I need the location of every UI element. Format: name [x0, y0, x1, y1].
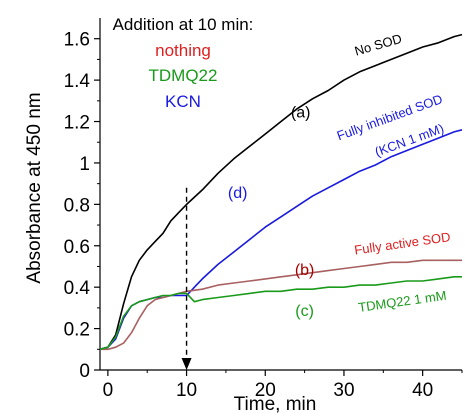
series-line-2 [100, 259, 462, 351]
legend-title: Addition at 10 min: [113, 15, 254, 34]
y-tick-label: 0.2 [64, 320, 90, 341]
legend-item-tdmq22: TDMQ22 [149, 66, 218, 85]
y-tick-label: 0.4 [64, 278, 91, 299]
x-tick-label: 40 [412, 380, 433, 401]
y-tick-label: 0.8 [64, 195, 90, 216]
series-line-3 [99, 276, 462, 351]
x-axis-title: Time, min [234, 394, 317, 415]
curve-letter-label: (d) [228, 185, 248, 202]
series-layer [99, 33, 463, 370]
x-tick-label: 20 [255, 380, 276, 401]
curve-letter-label: (c) [295, 303, 314, 320]
y-axis-title: Absorbance at 450 nm [24, 92, 45, 283]
curve-annotation: No SOD [353, 31, 404, 59]
annotation-layer: No SOD(a) Fully inhibited SOD(KCN 1 mM)(d… [228, 31, 451, 320]
x-tick-label: 30 [333, 380, 354, 401]
addition-marker-arrowhead [181, 358, 192, 370]
legend: Addition at 10 min: nothing TDMQ22 KCN [113, 15, 254, 111]
y-tick-label: 0.6 [64, 237, 90, 258]
series-line-0 [99, 33, 463, 351]
curve-annotation: Fully active SOD [353, 229, 451, 257]
curve-annotation: TDMQ22 1 mM [357, 288, 447, 315]
x-tick-label: 10 [176, 380, 197, 401]
y-tick-label: 0 [79, 361, 90, 382]
y-tick-label: 1.4 [64, 71, 91, 92]
curve-letter-label: (b) [295, 262, 315, 279]
legend-item-nothing: nothing [155, 41, 211, 60]
curve-letter-label: (a) [291, 104, 311, 121]
y-tick-label: 1.2 [64, 113, 90, 134]
axes: 0 0.2 0.4 0.6 0.8 1 1.2 1.4 1.6 0 10 20 30 40 [64, 18, 463, 401]
legend-item-kcn: KCN [165, 92, 201, 111]
y-tick-label: 1 [79, 154, 90, 175]
x-tick-label: 0 [103, 380, 114, 401]
y-tick-label: 1.6 [64, 30, 90, 51]
